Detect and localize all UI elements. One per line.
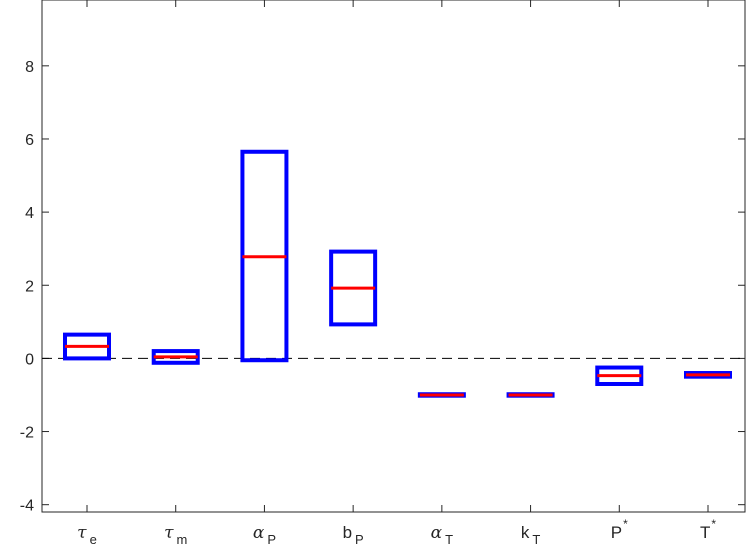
- category-base: k: [521, 523, 530, 542]
- y-tick-label: 8: [25, 59, 34, 76]
- category-base: τ: [77, 523, 87, 543]
- y-tick-label: -2: [20, 425, 34, 442]
- category-base: T: [700, 523, 710, 542]
- x-category-label: P*: [611, 517, 628, 542]
- category-base: P: [611, 523, 622, 542]
- y-tick-label: 6: [25, 132, 34, 149]
- boxes-group: [63, 149, 732, 398]
- category-subscript: P: [267, 532, 276, 547]
- category-subscript: m: [176, 532, 187, 547]
- category-superscript: *: [711, 517, 716, 531]
- category-subscript: T: [445, 532, 453, 547]
- category-subscript: T: [532, 532, 540, 547]
- category-subscript: e: [90, 532, 97, 547]
- x-category-label: T*: [700, 517, 716, 542]
- y-tick-labels: -4 -2 0 2 4 6 8: [20, 59, 34, 515]
- category-base: τ: [164, 523, 174, 543]
- y-tick-label: 4: [25, 205, 34, 222]
- plot-area: [41, 0, 746, 513]
- y-tick-label: 0: [25, 351, 34, 368]
- y-tick-label: -4: [20, 498, 34, 515]
- category-base: b: [343, 523, 352, 542]
- category-base: α: [253, 523, 265, 543]
- category-base: α: [431, 523, 443, 543]
- y-tick-label: 2: [25, 278, 34, 295]
- category-superscript: *: [623, 517, 628, 531]
- category-subscript: P: [355, 532, 364, 547]
